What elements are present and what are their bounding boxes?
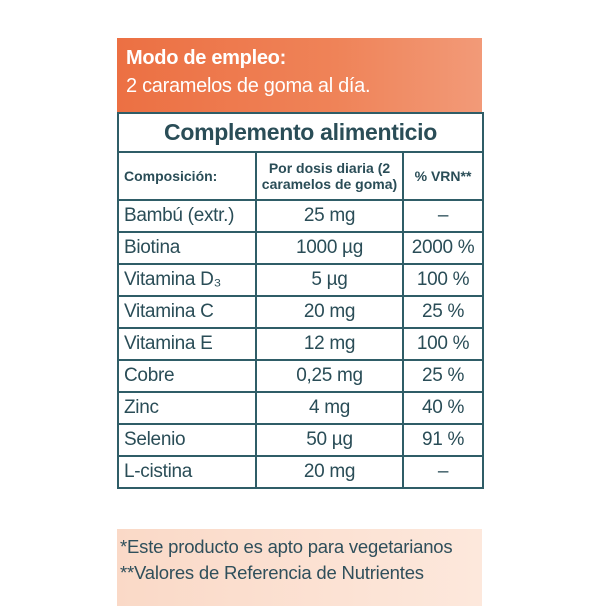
ingredient-vrn: 25 % <box>401 359 485 393</box>
ingredient-name: Cobre <box>117 359 257 393</box>
ingredient-name: Vitamina D₃ <box>117 263 257 297</box>
usage-header: Modo de empleo: 2 caramelos de goma al d… <box>117 38 482 112</box>
ingredient-dose: 20 mg <box>255 295 404 329</box>
column-header-daily-dose: Por dosis diaria (2 caramelos de goma) <box>255 151 404 201</box>
ingredient-vrn: – <box>401 455 485 489</box>
table-row: Biotina 1000 µg 2000 % <box>117 231 485 265</box>
usage-text: 2 caramelos de goma al día. <box>126 75 371 97</box>
ingredient-vrn: 25 % <box>401 295 485 329</box>
ingredient-name: Selenio <box>117 423 257 457</box>
ingredient-vrn: – <box>401 199 485 233</box>
ingredient-dose: 0,25 mg <box>255 359 404 393</box>
table-row: L-cistina 20 mg – <box>117 455 485 489</box>
ingredient-name: Vitamina E <box>117 327 257 361</box>
column-header-composition: Composición: <box>117 151 257 201</box>
ingredient-name: Vitamina C <box>117 295 257 329</box>
ingredient-vrn: 2000 % <box>401 231 485 265</box>
ingredient-dose: 5 µg <box>255 263 404 297</box>
ingredient-name: Biotina <box>117 231 257 265</box>
footnote-vegetarian: *Este producto es apto para vegetarianos <box>120 536 453 557</box>
usage-title: Modo de empleo: <box>126 47 286 69</box>
ingredient-dose: 1000 µg <box>255 231 404 265</box>
table-row: Vitamina E 12 mg 100 % <box>117 327 485 361</box>
ingredient-vrn: 40 % <box>401 391 485 425</box>
table-row: Vitamina C 20 mg 25 % <box>117 295 485 329</box>
table-row: Cobre 0,25 mg 25 % <box>117 359 485 393</box>
table-row: Selenio 50 µg 91 % <box>117 423 485 457</box>
footnotes: *Este producto es apto para vegetarianos… <box>117 529 482 606</box>
ingredient-dose: 12 mg <box>255 327 404 361</box>
ingredient-vrn: 100 % <box>401 327 485 361</box>
ingredient-vrn: 100 % <box>401 263 485 297</box>
ingredient-name: Bambú (extr.) <box>117 199 257 233</box>
ingredient-name: Zinc <box>117 391 257 425</box>
footnote-vrn: **Valores de Referencia de Nutrientes <box>120 562 424 583</box>
ingredient-name: L-cistina <box>117 455 257 489</box>
table-row: Vitamina D₃ 5 µg 100 % <box>117 263 485 297</box>
ingredient-vrn: 91 % <box>401 423 485 457</box>
nutrition-table: Complemento alimenticio Composición: Por… <box>116 112 485 489</box>
label-panel: Modo de empleo: 2 caramelos de goma al d… <box>116 38 485 606</box>
ingredient-dose: 50 µg <box>255 423 404 457</box>
table-row: Zinc 4 mg 40 % <box>117 391 485 425</box>
table-title: Complemento alimenticio <box>116 112 485 153</box>
ingredient-dose: 25 mg <box>255 199 404 233</box>
ingredient-dose: 4 mg <box>255 391 404 425</box>
column-header-vrn: % VRN** <box>401 151 485 201</box>
ingredient-dose: 20 mg <box>255 455 404 489</box>
table-row: Bambú (extr.) 25 mg – <box>117 199 485 233</box>
